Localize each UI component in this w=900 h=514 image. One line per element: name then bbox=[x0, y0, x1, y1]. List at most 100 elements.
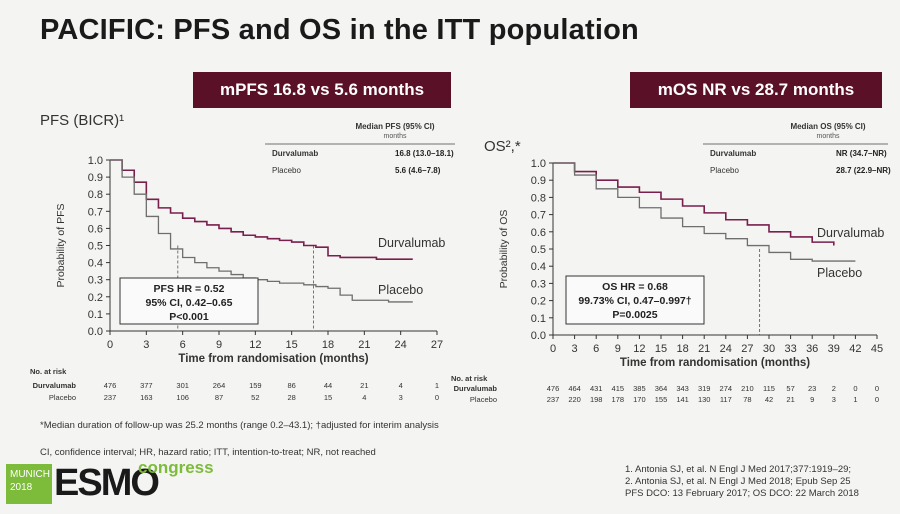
reference-2: 2. Antonia SJ, et al. N Engl J Med 2018;… bbox=[625, 476, 859, 488]
os-risk-value: 319 bbox=[698, 384, 711, 393]
os-x-axis-label: Time from randomisation (months) bbox=[620, 357, 810, 369]
os-risk-label: No. at risk bbox=[451, 374, 488, 383]
os-legend-header: Median OS (95% CI) bbox=[790, 122, 865, 131]
os-risk-value: 385 bbox=[633, 384, 646, 393]
os-risk-value: 9 bbox=[810, 395, 814, 404]
pfs-x-tick-label: 9 bbox=[216, 339, 222, 351]
os-hr-line: P=0.0025 bbox=[612, 309, 657, 321]
os-risk-arm: Placebo bbox=[470, 395, 497, 404]
pfs-risk-value: 21 bbox=[360, 381, 368, 390]
os-risk-value: 0 bbox=[853, 384, 857, 393]
os-x-tick-label: 30 bbox=[763, 343, 775, 355]
pfs-x-tick-label: 21 bbox=[358, 339, 370, 351]
os-y-tick-label: 1.0 bbox=[531, 158, 546, 170]
pfs-risk-value: 0 bbox=[435, 393, 439, 402]
os-x-tick-label: 0 bbox=[550, 343, 556, 355]
os-y-tick-label: 0.0 bbox=[531, 330, 546, 342]
os-y-tick-label: 0.3 bbox=[531, 278, 546, 290]
pfs-y-tick-label: 1.0 bbox=[88, 155, 103, 167]
os-x-tick-label: 45 bbox=[871, 343, 883, 355]
os-risk-value: 21 bbox=[786, 395, 794, 404]
os-x-tick-label: 21 bbox=[698, 343, 710, 355]
os-risk-value: 2 bbox=[832, 384, 836, 393]
reference-1: 1. Antonia SJ, et al. N Engl J Med 2017;… bbox=[625, 464, 859, 476]
pfs-risk-value: 86 bbox=[287, 381, 295, 390]
os-x-tick-label: 18 bbox=[676, 343, 688, 355]
os-y-tick-label: 0.5 bbox=[531, 244, 546, 256]
pfs-risk-value: 15 bbox=[324, 393, 332, 402]
pfs-risk-arm: Durvalumab bbox=[33, 381, 77, 390]
pfs-legend-arm: Durvalumab bbox=[272, 149, 318, 158]
pfs-risk-label: No. at risk bbox=[30, 367, 67, 376]
logo-year: 2018 bbox=[10, 481, 52, 494]
os-risk-value: 57 bbox=[786, 384, 794, 393]
os-x-tick-label: 42 bbox=[849, 343, 861, 355]
os-risk-value: 210 bbox=[741, 384, 754, 393]
pfs-y-tick-label: 0.8 bbox=[88, 189, 103, 201]
os-risk-value: 3 bbox=[832, 395, 836, 404]
os-legend-value: NR (34.7–NR) bbox=[836, 149, 887, 158]
pfs-y-tick-label: 0.6 bbox=[88, 223, 103, 235]
os-legend-value: 28.7 (22.9–NR) bbox=[836, 166, 891, 175]
pfs-risk-value: 87 bbox=[215, 393, 223, 402]
pfs-risk-value: 237 bbox=[104, 393, 117, 402]
footnote-followup: *Median duration of follow-up was 25.2 m… bbox=[40, 420, 439, 431]
pfs-legend-value: 16.8 (13.0–18.1) bbox=[395, 149, 454, 158]
os-risk-value: 415 bbox=[612, 384, 625, 393]
pfs-x-tick-label: 18 bbox=[322, 339, 334, 351]
os-y-tick-label: 0.1 bbox=[531, 313, 546, 325]
pfs-x-tick-label: 27 bbox=[431, 339, 443, 351]
os-risk-value: 117 bbox=[720, 395, 732, 404]
pfs-risk-value: 28 bbox=[287, 393, 295, 402]
pfs-y-tick-label: 0.5 bbox=[88, 241, 103, 253]
pfs-x-tick-label: 12 bbox=[249, 339, 261, 351]
pfs-curve-durvalumab bbox=[110, 160, 413, 259]
pfs-hr-line: P<0.001 bbox=[169, 311, 209, 323]
os-legend-header-units: months bbox=[817, 133, 840, 140]
pfs-risk-value: 476 bbox=[104, 381, 117, 390]
pfs-risk-value: 106 bbox=[176, 393, 189, 402]
pfs-risk-value: 159 bbox=[249, 381, 262, 390]
pfs-hr-line: PFS HR = 0.52 bbox=[154, 283, 225, 295]
pfs-hr-line: 95% CI, 0.42–0.65 bbox=[146, 297, 233, 309]
pfs-risk-value: 377 bbox=[140, 381, 153, 390]
pfs-y-tick-label: 0.4 bbox=[88, 258, 103, 270]
os-risk-value: 476 bbox=[547, 384, 560, 393]
os-x-tick-label: 12 bbox=[633, 343, 645, 355]
pfs-y-tick-label: 0.7 bbox=[88, 206, 103, 218]
os-risk-value: 1 bbox=[853, 395, 857, 404]
os-risk-value: 0 bbox=[875, 395, 879, 404]
os-risk-value: 274 bbox=[720, 384, 733, 393]
pfs-x-axis-label: Time from randomisation (months) bbox=[178, 353, 368, 365]
os-risk-arm: Durvalumab bbox=[454, 384, 498, 393]
os-x-tick-label: 39 bbox=[828, 343, 840, 355]
pfs-y-tick-label: 0.0 bbox=[88, 326, 103, 338]
os-risk-value: 23 bbox=[808, 384, 816, 393]
os-y-tick-label: 0.6 bbox=[531, 227, 546, 239]
pfs-legend-value: 5.6 (4.6–7.8) bbox=[395, 166, 441, 175]
pfs-risk-value: 4 bbox=[399, 381, 403, 390]
os-risk-value: 220 bbox=[568, 395, 581, 404]
os-risk-value: 170 bbox=[633, 395, 646, 404]
os-y-axis-label: Probability of OS bbox=[498, 210, 510, 289]
pfs-curve-label-durvalumab: Durvalumab bbox=[378, 236, 445, 250]
pfs-x-tick-label: 24 bbox=[395, 339, 407, 351]
os-legend-arm: Placebo bbox=[710, 166, 739, 175]
os-hr-line: OS HR = 0.68 bbox=[602, 281, 668, 293]
os-risk-value: 78 bbox=[743, 395, 751, 404]
footnote-abbreviations: CI, confidence interval; HR, hazard rati… bbox=[40, 447, 376, 458]
pfs-risk-value: 52 bbox=[251, 393, 259, 402]
pfs-risk-arm: Placebo bbox=[49, 393, 76, 402]
pfs-risk-value: 3 bbox=[399, 393, 403, 402]
pfs-risk-value: 1 bbox=[435, 381, 439, 390]
os-risk-value: 343 bbox=[676, 384, 689, 393]
pfs-risk-value: 44 bbox=[324, 381, 332, 390]
os-x-tick-label: 15 bbox=[655, 343, 667, 355]
pfs-y-tick-label: 0.3 bbox=[88, 275, 103, 287]
pfs-x-tick-label: 3 bbox=[143, 339, 149, 351]
pfs-legend-header: Median PFS (95% CI) bbox=[355, 122, 434, 131]
os-x-tick-label: 3 bbox=[572, 343, 578, 355]
os-risk-value: 178 bbox=[612, 395, 625, 404]
esmo-logo-congress: congress bbox=[138, 458, 214, 478]
